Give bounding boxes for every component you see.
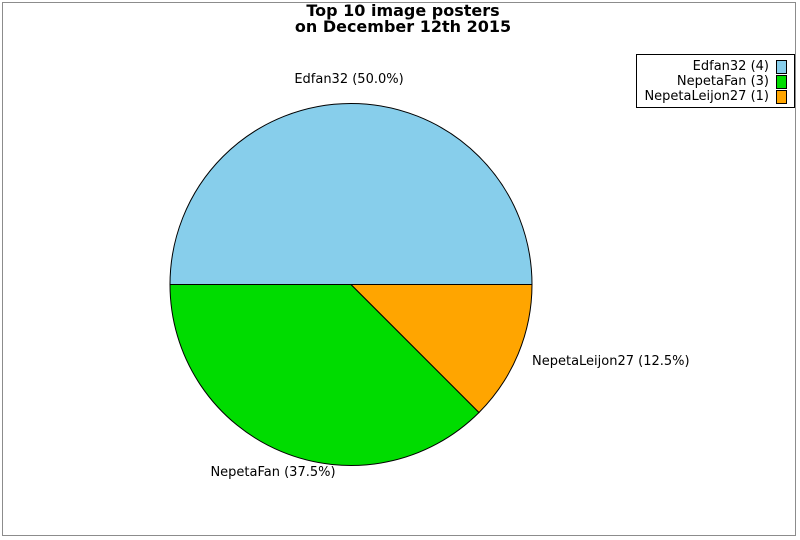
legend-swatch-nepetaleijon27 [776, 89, 787, 104]
legend-row: Edfan32 (4) [645, 59, 787, 74]
legend-swatch-edfan32 [776, 59, 787, 74]
pie-slice-nepetafan [169, 284, 480, 466]
legend-label-nepetafan: NepetaFan (3) [676, 74, 769, 89]
chart-title-line1: Top 10 image posters [306, 1, 500, 20]
chart-title-line2: on December 12th 2015 [294, 17, 512, 36]
slice-label-nepetafan: NepetaFan (37.5%) [210, 465, 336, 480]
slice-label-nepetaleijon27: NepetaLeijon27 (12.5%) [532, 354, 690, 369]
slice-label-edfan32: Edfan32 (50.0%) [294, 72, 404, 87]
legend-swatch-nepetafan [776, 74, 787, 89]
pie-slice-nepetaleijon27 [349, 284, 533, 414]
legend-label-edfan32: Edfan32 (4) [692, 59, 769, 74]
legend-row: NepetaFan (3) [645, 74, 787, 89]
legend-label-nepetaleijon27: NepetaLeijon27 (1) [644, 89, 769, 104]
pie-slice-edfan32 [169, 103, 533, 285]
chart-title: Top 10 image posters on December 12th 20… [6, 3, 800, 35]
legend-row: NepetaLeijon27 (1) [644, 89, 787, 104]
legend: Edfan32 (4) NepetaFan (3) NepetaLeijon27… [636, 54, 795, 108]
